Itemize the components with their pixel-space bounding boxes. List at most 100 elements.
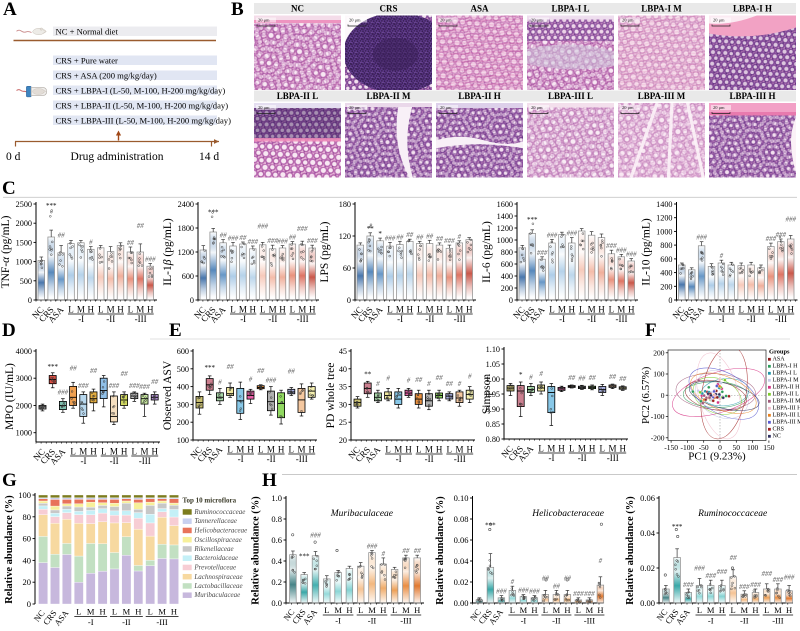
svg-text:H: H — [278, 445, 285, 455]
svg-text:H: H — [628, 305, 635, 315]
svg-text:L: L — [538, 444, 544, 454]
svg-text:-III: -III — [454, 454, 466, 464]
svg-text:###: ### — [518, 587, 529, 595]
svg-text:40: 40 — [23, 555, 32, 565]
svg-text:M: M — [79, 447, 87, 457]
svg-text:Lactobacillaceae: Lactobacillaceae — [193, 582, 242, 590]
svg-text:1500: 1500 — [16, 238, 32, 247]
svg-text:L: L — [112, 607, 117, 617]
svg-text:M: M — [394, 445, 402, 455]
svg-text:#: # — [458, 380, 462, 388]
svg-text:Oscillospiraceae: Oscillospiraceae — [194, 536, 241, 544]
svg-text:L: L — [764, 605, 769, 615]
svg-text:H: H — [436, 305, 443, 315]
svg-text:***: *** — [46, 202, 57, 210]
svg-text:L: L — [768, 305, 774, 315]
svg-text:-100: -100 — [681, 443, 695, 452]
svg-text:0 d: 0 d — [6, 151, 21, 163]
svg-text:300: 300 — [177, 400, 189, 409]
svg-text:0.80: 0.80 — [486, 435, 500, 444]
svg-text:-II: -II — [267, 454, 276, 464]
svg-text:-I: -I — [81, 456, 87, 466]
svg-text:H: H — [787, 305, 794, 315]
svg-text:0.8: 0.8 — [271, 514, 282, 524]
svg-text:Muribaculaceae: Muribaculaceae — [193, 591, 240, 599]
svg-text:##: ## — [426, 232, 434, 240]
svg-text:M: M — [239, 305, 247, 315]
svg-text:###: ### — [385, 234, 396, 242]
svg-text:L: L — [70, 447, 76, 457]
svg-text:M: M — [617, 305, 625, 315]
svg-text:Relative abundance (%): Relative abundance (%) — [251, 496, 262, 605]
svg-text:###: ### — [761, 570, 772, 578]
svg-text:###: ### — [584, 590, 595, 598]
svg-text:##: ## — [90, 367, 98, 375]
svg-text:##: ## — [406, 231, 414, 239]
svg-text:100: 100 — [18, 490, 31, 500]
svg-text:4000: 4000 — [16, 347, 32, 356]
svg-text:-II: -II — [106, 314, 115, 324]
svg-text:###: ### — [705, 572, 716, 580]
svg-text:1.05: 1.05 — [486, 360, 500, 369]
svg-text:###: ### — [683, 581, 694, 589]
svg-text:CRS: CRS — [773, 427, 785, 433]
svg-text:H: H — [279, 305, 286, 315]
svg-text:0.4: 0.4 — [271, 556, 282, 566]
svg-text:L: L — [148, 607, 153, 617]
svg-text:IL-10 (pg/mL): IL-10 (pg/mL) — [641, 218, 653, 286]
svg-text:-III: -III — [616, 314, 628, 324]
svg-text:#: # — [89, 239, 93, 247]
svg-text:##: ## — [730, 554, 738, 562]
svg-text:1200: 1200 — [497, 224, 513, 233]
svg-text:20 μm: 20 μm — [531, 18, 543, 23]
svg-text:B: B — [231, 0, 244, 20]
svg-text:0.06: 0.06 — [640, 493, 655, 503]
svg-text:M: M — [588, 305, 596, 315]
svg-text:###: ### — [567, 230, 578, 238]
svg-text:20 μm: 20 μm — [622, 105, 634, 110]
svg-text:***: *** — [672, 523, 683, 531]
svg-text:35: 35 — [339, 383, 347, 392]
svg-text:-II: -II — [740, 616, 749, 626]
svg-text:#: # — [382, 550, 386, 558]
svg-text:120: 120 — [339, 232, 351, 241]
svg-text:-III: -III — [584, 616, 595, 626]
svg-text:H: H — [151, 447, 158, 457]
svg-text:MPO (IU/mL): MPO (IU/mL) — [4, 363, 16, 430]
svg-text:#: # — [386, 374, 390, 382]
svg-text:**: ** — [364, 370, 372, 378]
svg-text:2400: 2400 — [178, 200, 194, 209]
svg-text:G: G — [2, 470, 17, 491]
svg-text:LBPA-III M: LBPA-III M — [638, 91, 686, 101]
svg-text:##: ## — [416, 233, 424, 241]
svg-text:##: ## — [70, 364, 78, 372]
svg-text:###: ### — [444, 237, 455, 245]
svg-text:###: ### — [750, 581, 761, 589]
svg-text:500: 500 — [177, 365, 189, 374]
svg-text:###: ### — [109, 382, 120, 390]
svg-text:#: # — [511, 578, 515, 586]
svg-text:100: 100 — [653, 370, 665, 379]
svg-text:###: ### — [696, 234, 707, 242]
svg-text:M: M — [707, 605, 715, 615]
svg-text:2000: 2000 — [16, 402, 32, 411]
svg-text:1200: 1200 — [178, 248, 194, 257]
svg-text:H: H — [569, 305, 576, 315]
svg-text:##: ## — [239, 234, 247, 242]
svg-text:M: M — [586, 605, 594, 615]
svg-text:800: 800 — [501, 248, 513, 257]
svg-text:H: H — [758, 305, 765, 315]
svg-text:L: L — [549, 305, 555, 315]
svg-text:L: L — [324, 605, 329, 615]
svg-text:L: L — [358, 605, 363, 615]
svg-text:L: L — [416, 445, 422, 455]
svg-text:0: 0 — [718, 443, 722, 452]
svg-text:*: * — [378, 230, 382, 238]
svg-text:NC: NC — [773, 434, 781, 440]
svg-text:-II: -II — [110, 456, 119, 466]
svg-text:##: ## — [220, 232, 228, 240]
svg-text:H: H — [247, 445, 254, 455]
svg-text:##: ## — [58, 232, 66, 240]
svg-text:0: 0 — [190, 296, 194, 305]
svg-text:1.00: 1.00 — [486, 375, 500, 384]
